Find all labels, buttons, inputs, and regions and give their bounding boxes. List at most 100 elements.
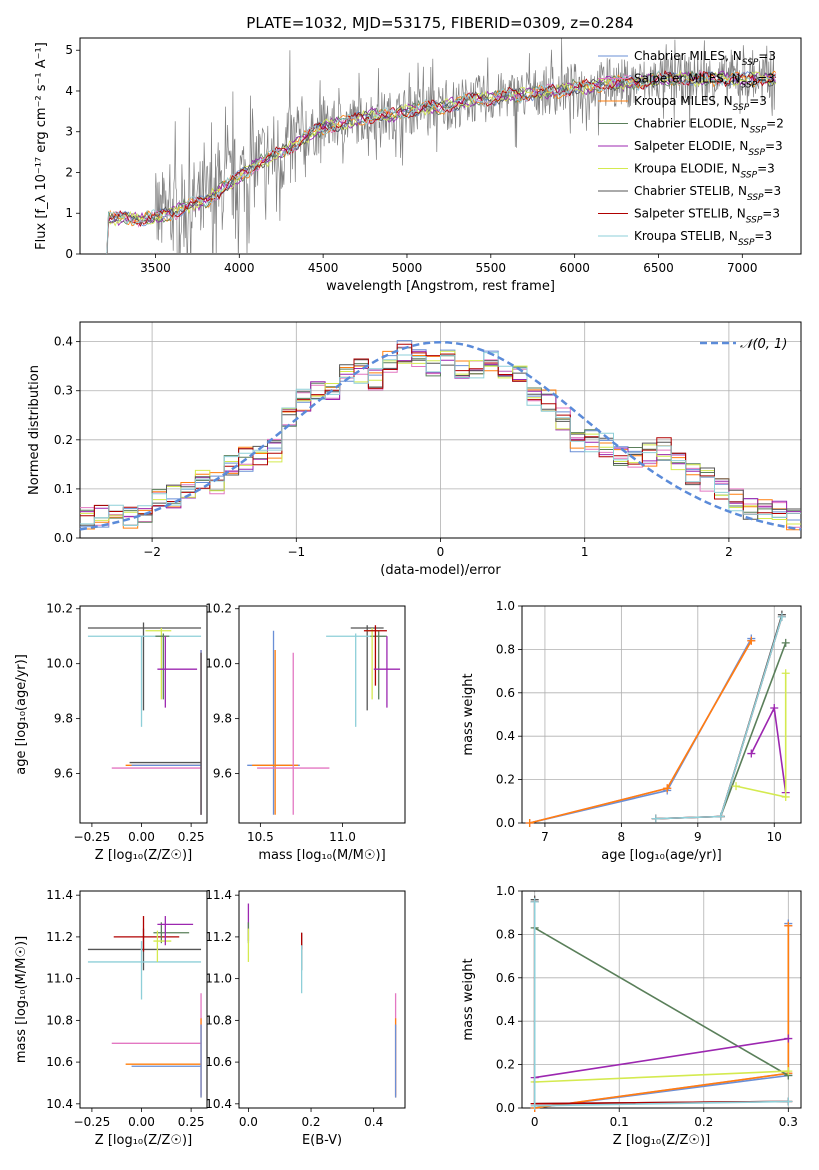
data-marker: [784, 921, 793, 930]
x-tick-label: −0.25: [74, 1115, 111, 1129]
y-tick-label: 10.2: [46, 602, 73, 616]
y-tick-label: 9.8: [213, 712, 232, 726]
y-tick-label: 11.4: [205, 888, 232, 902]
x-tick-label: 0.25: [178, 830, 205, 844]
data-marker: [530, 897, 539, 906]
chart-age-vs-Z: −0.25 0.00 0.25 9.6 9.8 10.0 10.2 Z [log₁₀(Z/Z☉…: [14, 602, 208, 863]
y-axis-label: mass weight: [461, 958, 476, 1040]
x-tick-label: 0.00: [128, 1115, 155, 1129]
data-marker: [732, 782, 741, 791]
y-tick-label: 0: [65, 247, 73, 261]
y-axis-label: age [log₁₀(age/yr)]: [14, 654, 29, 775]
plot-frame: [79, 890, 208, 1109]
plot-frame: [238, 605, 406, 824]
x-tick-label: −2: [143, 545, 161, 559]
series-line: [529, 640, 752, 824]
plot-frame: [521, 890, 802, 1109]
x-tick-label: 10: [767, 830, 782, 844]
y-axis-label: mass [log₁₀(M/M☉)]: [14, 936, 29, 1063]
legend-label: Salpeter ELODIE, NSSP=3: [634, 139, 783, 158]
data-marker: [781, 638, 790, 647]
y-tick-label: 9.6: [213, 767, 232, 781]
y-tick-label: 0.8: [496, 642, 515, 656]
legend-label: Salpeter STELIB, NSSP=3: [634, 207, 780, 226]
y-tick-label: 10.0: [46, 657, 73, 671]
legend-label: Kroupa STELIB, NSSP=3: [634, 229, 772, 248]
y-tick-label: 0.4: [496, 729, 515, 743]
x-tick-label: 7: [541, 830, 549, 844]
x-tick-label: 0: [437, 545, 445, 559]
y-tick-label: 2: [65, 165, 73, 179]
series-line: [655, 614, 783, 820]
y-tick-label: 0.4: [54, 335, 73, 349]
data-marker: [651, 814, 660, 823]
x-tick-label: 8: [618, 830, 626, 844]
series-line: [655, 616, 783, 820]
x-tick-label: 2: [725, 545, 733, 559]
plot-frame: [238, 890, 406, 1109]
gaussian-curve: [79, 340, 802, 531]
y-tick-label: 0.4: [496, 1014, 515, 1028]
x-tick-label: 6000: [559, 261, 590, 275]
legend-label: Chabrier STELIB, NSSP=3: [634, 184, 781, 203]
x-axis-label: (data-model)/error: [380, 563, 501, 578]
x-tick-label: 5500: [476, 261, 507, 275]
y-tick-label: 10.0: [205, 657, 232, 671]
y-tick-label: 0.8: [496, 927, 515, 941]
x-tick-label: 4000: [224, 261, 255, 275]
chart-mass-vs-Z: −0.25 0.00 0.25 10.4 10.6 10.8 11.0 11.2 11.4 Z […: [14, 888, 208, 1148]
y-tick-label: 4: [65, 84, 73, 98]
y-tick-label: 11.0: [205, 972, 232, 986]
data-marker: [784, 1067, 793, 1076]
y-axis-label: Normed distribution: [27, 365, 42, 495]
x-tick-label: 10.5: [247, 830, 274, 844]
legend-label: 𝒩(0, 1): [740, 337, 787, 352]
y-axis-label: Flux [f_λ 10⁻¹⁷ erg cm⁻² s⁻¹ A⁻¹]: [34, 42, 49, 250]
x-tick-label: 0.2: [301, 1115, 320, 1129]
data-marker: [781, 792, 790, 801]
data-marker: [777, 612, 786, 621]
x-tick-label: 0.2: [694, 1115, 713, 1129]
model-line: [106, 70, 777, 254]
y-tick-label: 0.0: [496, 1101, 515, 1115]
y-tick-label: 10.8: [205, 1013, 232, 1027]
y-tick-label: 10.6: [205, 1055, 232, 1069]
y-tick-label: 1: [65, 206, 73, 220]
x-tick-label: 0.4: [364, 1115, 383, 1129]
x-tick-label: 0.3: [779, 1115, 798, 1129]
x-tick-label: 0.0: [239, 1115, 258, 1129]
x-tick-label: 3500: [140, 261, 171, 275]
y-tick-label: 0.0: [496, 816, 515, 830]
series-line: [534, 1037, 789, 1079]
x-tick-label: 11.0: [329, 830, 356, 844]
y-tick-label: 0.2: [54, 433, 73, 447]
y-tick-label: 0.6: [496, 971, 515, 985]
x-tick-label: 9: [694, 830, 702, 844]
x-axis-label: Z [log₁₀(Z/Z☉)]: [613, 1133, 710, 1148]
series-line: [534, 1070, 789, 1083]
x-axis-label: wavelength [Angstrom, rest frame]: [326, 279, 555, 294]
series-line: [534, 927, 789, 1077]
model-line: [106, 70, 777, 254]
y-tick-label: 5: [65, 43, 73, 57]
y-tick-label: 11.0: [46, 972, 73, 986]
y-tick-label: 0.1: [54, 482, 73, 496]
y-tick-label: 0.2: [496, 1058, 515, 1072]
data-marker: [784, 1097, 793, 1106]
plot-frame: [521, 605, 802, 824]
model-line: [106, 70, 777, 254]
y-tick-label: 10.2: [205, 602, 232, 616]
x-tick-label: 7000: [727, 261, 758, 275]
y-tick-label: 9.8: [54, 712, 73, 726]
data-marker: [663, 784, 672, 793]
chart-residuals: −2 −1 0 1 2 0.0 0.1 0.2 0.3 0.4 (data-model)/error…: [27, 321, 802, 578]
data-marker: [784, 1034, 793, 1043]
y-tick-label: 0.3: [54, 384, 73, 398]
x-tick-label: 6500: [643, 261, 674, 275]
y-tick-label: 3: [65, 125, 73, 139]
legend-label: Chabrier ELODIE, NSSP=2: [634, 117, 784, 136]
y-tick-label: 10.6: [46, 1055, 73, 1069]
y-tick-label: 0.2: [496, 773, 515, 787]
data-marker: [747, 636, 756, 645]
series-line: [533, 901, 789, 1107]
